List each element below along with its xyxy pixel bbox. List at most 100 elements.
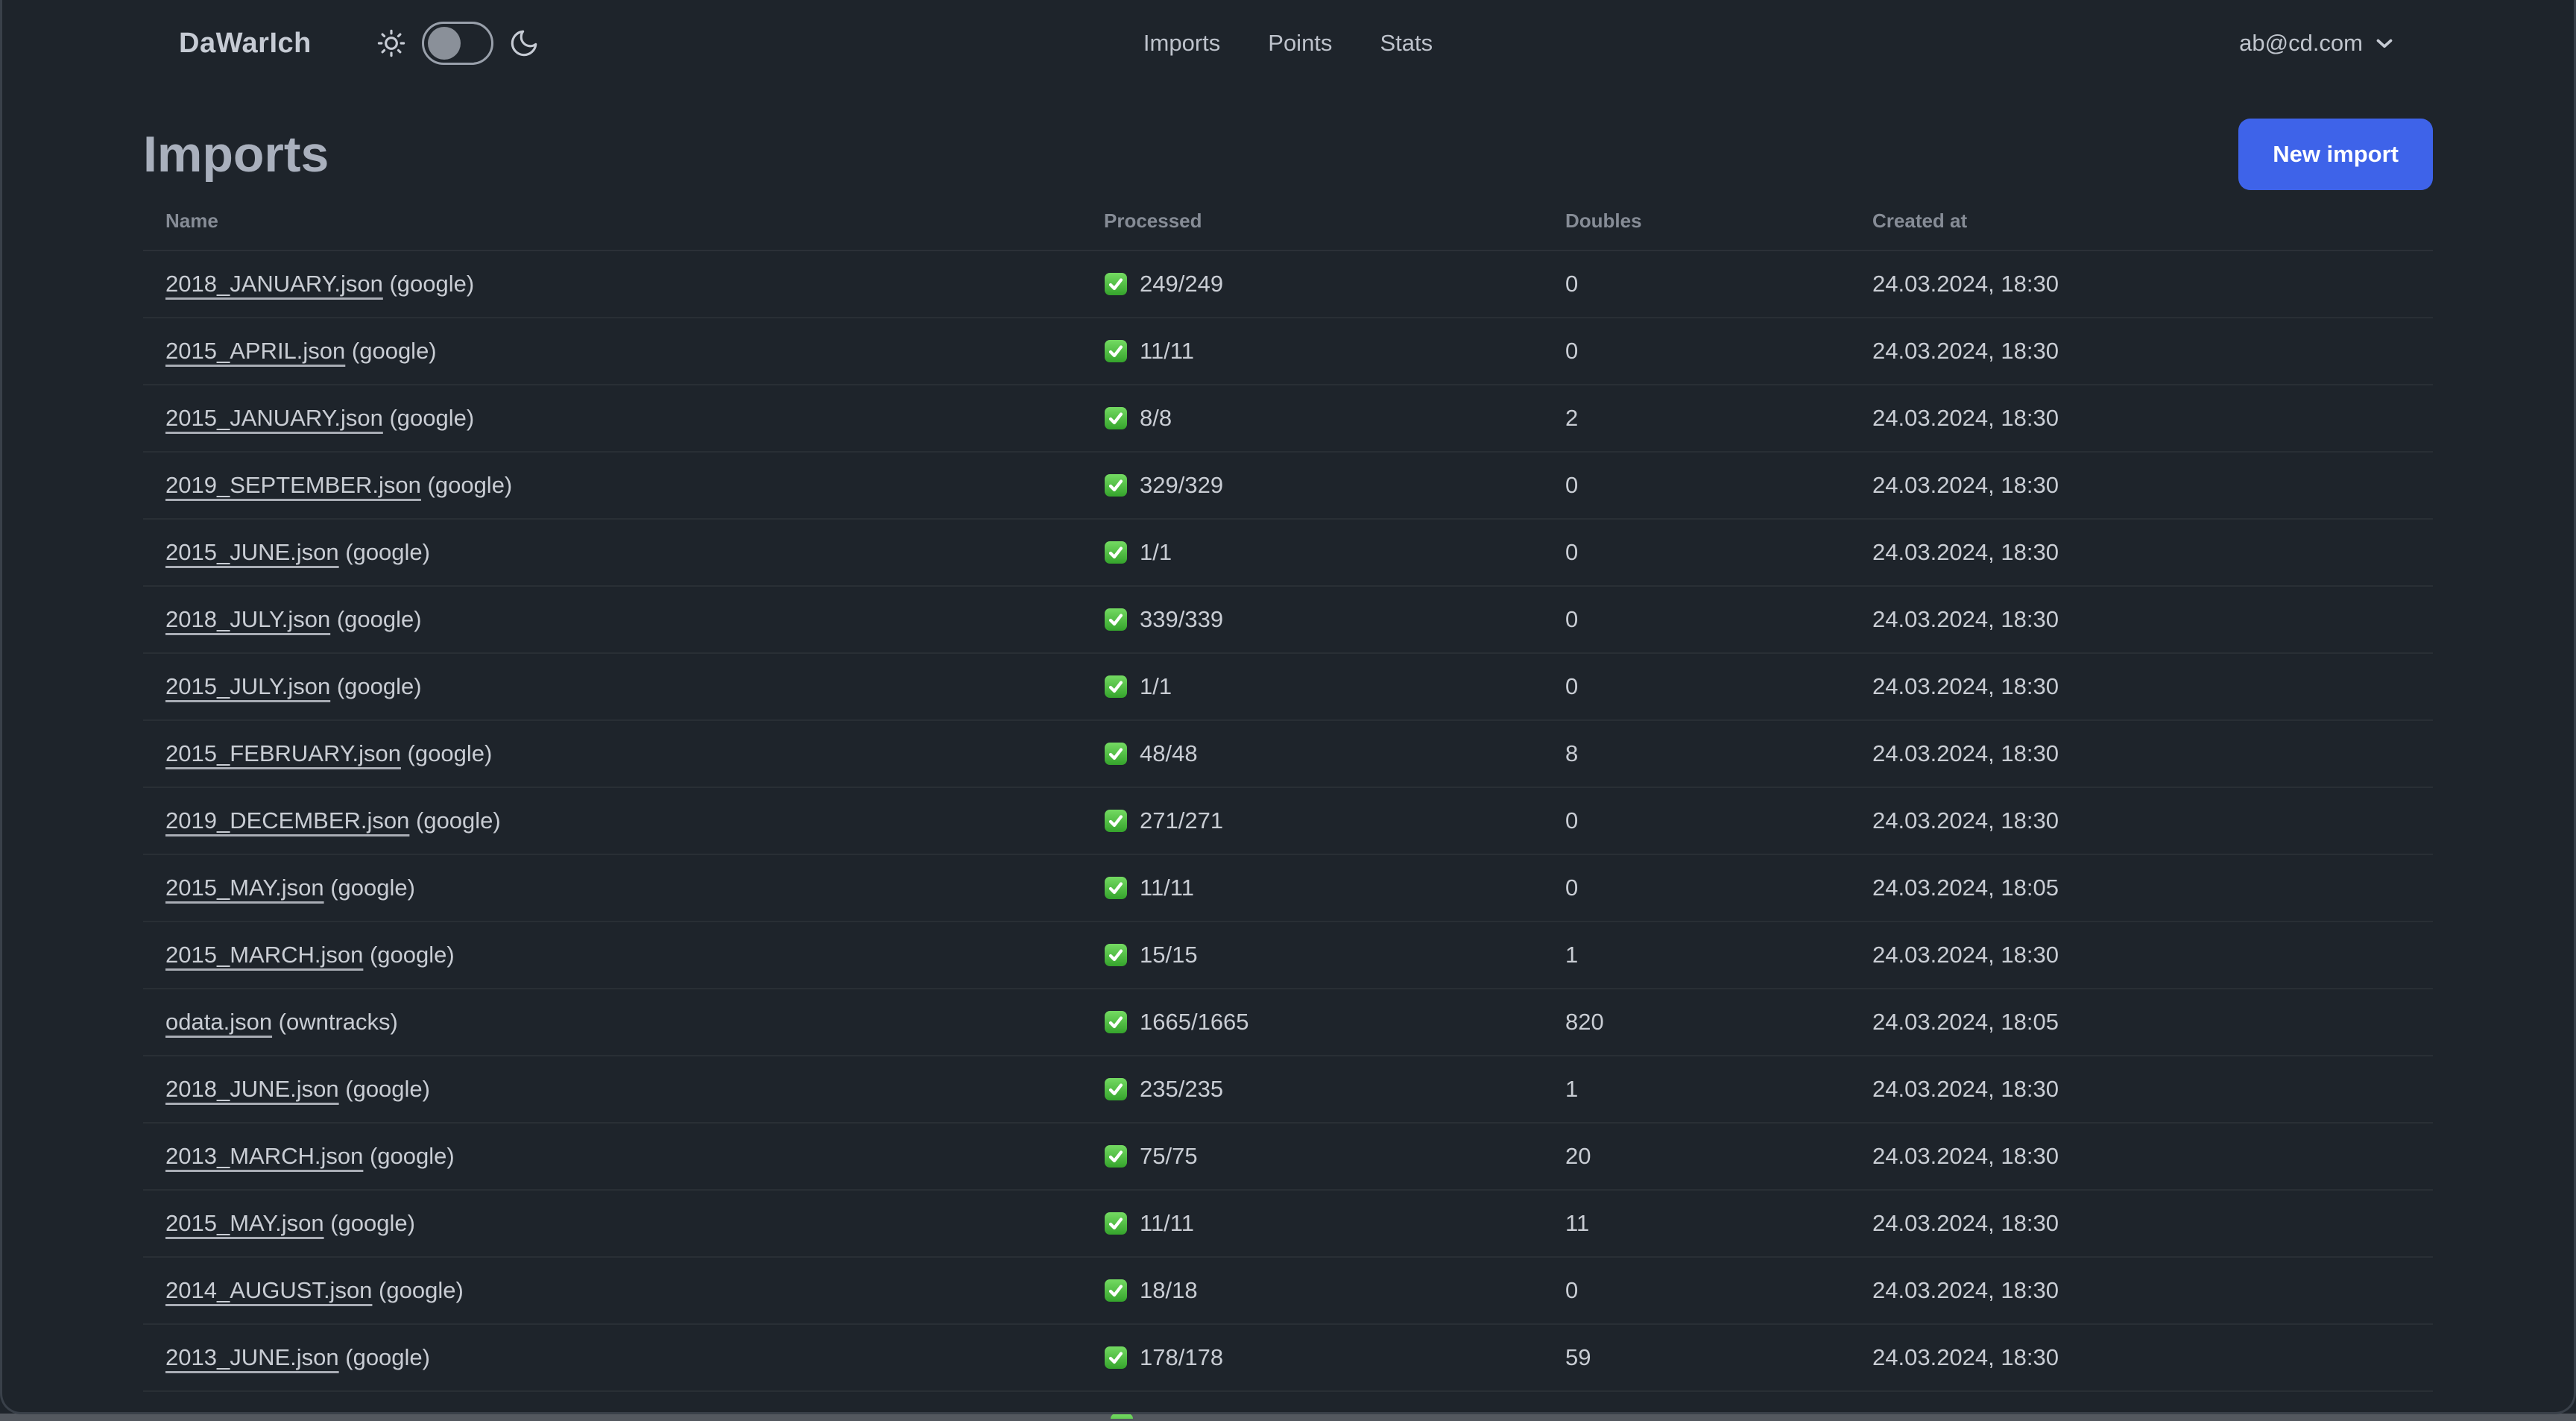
column-header-name: Name xyxy=(165,209,218,232)
import-file-link[interactable]: 2013_MARCH.json xyxy=(165,1143,364,1169)
table-row: 2013_MARCH.json (google) xyxy=(143,1123,2433,1190)
doubles-count: 1 xyxy=(1565,1076,1579,1102)
created-at: 24.03.2024, 18:30 xyxy=(1872,271,2059,297)
app-logo: DaWarIch xyxy=(179,27,312,59)
table-row: 2015_APRIL.json (google) xyxy=(143,318,2433,385)
nav-link-points[interactable]: Points xyxy=(1268,30,1333,56)
name-cell: 2013_JUNE.json (google) xyxy=(143,1324,1104,1391)
import-source: (google) xyxy=(363,942,455,968)
name-cell: 2015_MAY.json (google) xyxy=(143,854,1104,921)
new-import-button[interactable]: New import xyxy=(2238,119,2433,190)
import-file-link[interactable]: 2015_APRIL.json xyxy=(165,338,346,364)
sun-icon xyxy=(376,28,407,59)
doubles-count: 0 xyxy=(1565,338,1579,364)
user-menu[interactable]: ab@cd.com xyxy=(2239,30,2397,57)
processed-cell: 8/8 xyxy=(1104,385,1565,452)
success-check-icon xyxy=(1104,876,1128,900)
import-file-link[interactable]: 2015_MAY.json xyxy=(165,1210,324,1236)
name-cell: 2015_JANUARY.json (google) xyxy=(143,385,1104,452)
nav-link-stats[interactable]: Stats xyxy=(1380,30,1433,56)
processed-count: 1665/1665 xyxy=(1140,1009,1249,1035)
created-at: 24.03.2024, 18:30 xyxy=(1872,338,2059,364)
main-nav: Imports Points Stats xyxy=(1143,30,1433,57)
import-source: (google) xyxy=(382,405,475,431)
name-cell: 2015_JULY.json (google) xyxy=(143,653,1104,720)
chevron-down-icon xyxy=(2372,31,2397,56)
success-check-icon xyxy=(1104,943,1128,967)
created-at: 24.03.2024, 18:30 xyxy=(1872,1344,2059,1370)
import-file-link[interactable]: 2014_AUGUST.json xyxy=(165,1277,373,1303)
doubles-count: 2 xyxy=(1565,405,1579,431)
import-file-link[interactable]: 2015_JULY.json xyxy=(165,673,331,699)
success-check-icon xyxy=(1104,406,1128,430)
success-check-icon xyxy=(1104,1346,1128,1370)
imports-table-body: 2018_JANUARY.json (google) xyxy=(143,251,2433,1391)
import-file-link[interactable]: 2015_MARCH.json xyxy=(165,942,364,968)
table-row: 2015_JULY.json (google) xyxy=(143,653,2433,720)
processed-count: 48/48 xyxy=(1140,740,1198,766)
import-file-link[interactable]: 2018_JANUARY.json xyxy=(165,271,383,297)
created-at: 24.03.2024, 18:30 xyxy=(1872,1143,2059,1169)
import-file-link[interactable]: 2018_JUNE.json xyxy=(165,1076,339,1102)
processed-cell: 75/75 xyxy=(1104,1123,1565,1190)
doubles-count: 0 xyxy=(1565,271,1579,297)
table-row: 2015_MAY.json (google) xyxy=(143,1190,2433,1257)
created-at: 24.03.2024, 18:30 xyxy=(1872,942,2059,968)
name-cell: 2019_SEPTEMBER.json (google) xyxy=(143,452,1104,519)
import-source: (google) xyxy=(330,606,422,632)
name-cell: 2014_AUGUST.json (google) xyxy=(143,1257,1104,1324)
nav-link-imports[interactable]: Imports xyxy=(1143,30,1221,56)
processed-cell: 11/11 xyxy=(1104,1190,1565,1257)
success-check-icon xyxy=(1104,1010,1128,1034)
import-file-link[interactable]: 2013_JUNE.json xyxy=(165,1344,339,1370)
name-cell: 2018_JANUARY.json (google) xyxy=(143,251,1104,318)
import-file-link[interactable]: 2018_JULY.json xyxy=(165,606,331,632)
processed-count: 271/271 xyxy=(1140,807,1224,834)
processed-cell: 235/235 xyxy=(1104,1056,1565,1123)
moon-icon xyxy=(508,28,540,59)
import-file-link[interactable]: 2015_FEBRUARY.json xyxy=(165,740,401,766)
import-file-link[interactable]: 2015_JUNE.json xyxy=(165,539,339,565)
processed-cell: 1/1 xyxy=(1104,653,1565,720)
column-header-doubles: Doubles xyxy=(1565,209,1642,232)
created-at: 24.03.2024, 18:30 xyxy=(1872,1210,2059,1236)
navbar: DaWarIch xyxy=(0,0,2576,86)
import-file-link[interactable]: 2015_JANUARY.json xyxy=(165,405,383,431)
success-check-icon xyxy=(1104,608,1128,631)
doubles-count: 8 xyxy=(1565,740,1579,766)
theme-toggle-switch[interactable] xyxy=(421,22,493,65)
created-at: 24.03.2024, 18:30 xyxy=(1872,740,2059,766)
success-check-icon xyxy=(1104,473,1128,497)
table-row: odata.json (owntracks) xyxy=(143,989,2433,1056)
created-at: 24.03.2024, 18:05 xyxy=(1872,1009,2059,1035)
processed-cell: 1/1 xyxy=(1104,519,1565,586)
success-check-icon xyxy=(1104,1212,1128,1235)
import-file-link[interactable]: 2019_SEPTEMBER.json xyxy=(165,472,421,498)
table-row: 2015_MARCH.json (google) xyxy=(143,921,2433,989)
processed-count: 178/178 xyxy=(1140,1344,1224,1370)
processed-cell: 329/329 xyxy=(1104,452,1565,519)
processed-count: 11/11 xyxy=(1140,338,1194,364)
import-source: (google) xyxy=(338,539,430,565)
processed-count: 75/75 xyxy=(1140,1143,1198,1169)
processed-count: 11/11 xyxy=(1140,875,1194,901)
processed-cell: 1665/1665 xyxy=(1104,989,1565,1056)
import-file-link[interactable]: odata.json xyxy=(165,1009,273,1035)
created-at: 24.03.2024, 18:30 xyxy=(1872,1277,2059,1303)
success-check-icon xyxy=(1104,272,1128,296)
doubles-count: 11 xyxy=(1565,1210,1590,1236)
success-check-icon xyxy=(1104,1279,1128,1302)
import-file-link[interactable]: 2015_MAY.json xyxy=(165,875,324,901)
created-at: 24.03.2024, 18:30 xyxy=(1872,673,2059,699)
table-row: 2015_MAY.json (google) xyxy=(143,854,2433,921)
imports-page: Imports New import Name Processed Double… xyxy=(0,116,2576,1419)
import-source: (google) xyxy=(338,1344,430,1370)
import-file-link[interactable]: 2019_DECEMBER.json xyxy=(165,807,410,834)
doubles-count: 0 xyxy=(1565,539,1579,565)
name-cell: 2019_DECEMBER.json (google) xyxy=(143,787,1104,854)
processed-cell: 48/48 xyxy=(1104,720,1565,787)
import-source: (google) xyxy=(420,472,513,498)
column-header-created-at: Created at xyxy=(1872,209,1968,232)
table-row: 2015_JUNE.json (google) xyxy=(143,519,2433,586)
doubles-count: 820 xyxy=(1565,1009,1604,1035)
